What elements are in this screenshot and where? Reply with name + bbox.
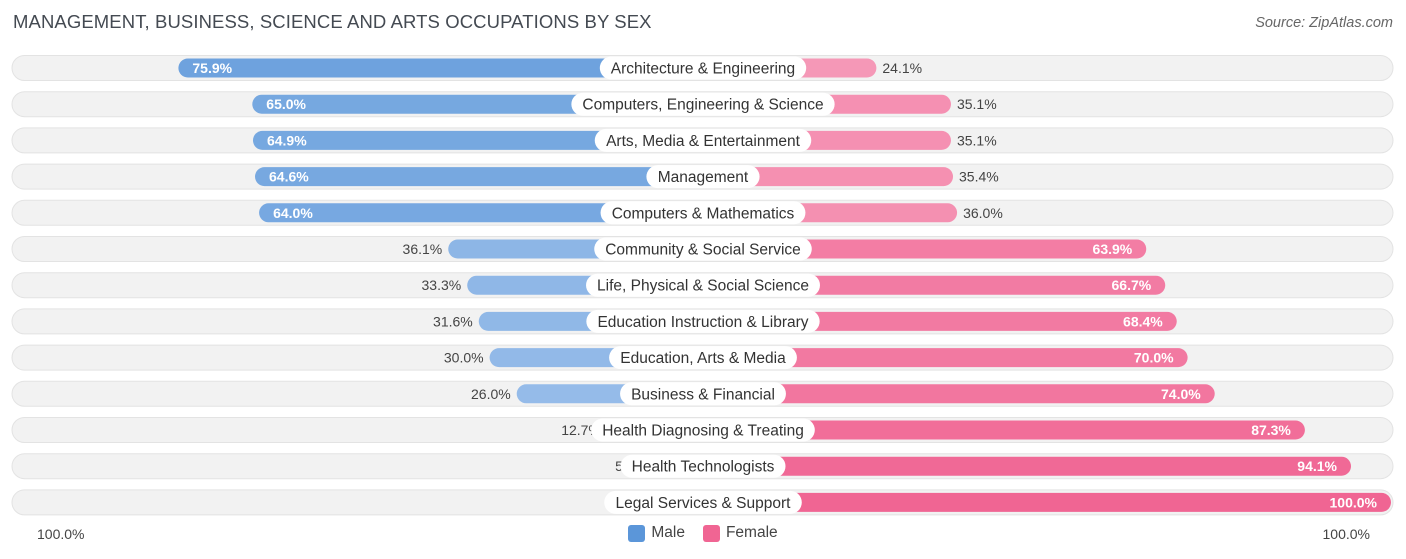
category-pill [591,418,815,442]
bar-female [703,311,1177,331]
bar-female [703,420,1305,440]
bar-male [255,167,703,187]
category-label: Business & Financial [631,386,775,403]
bar-female [703,348,1188,368]
category-label: Education Instruction & Library [597,314,808,331]
value-label-female: 36.0% [963,205,1003,221]
value-label-female: 68.4% [1123,313,1163,329]
category-row: 26.0% 74.0% Business & Financial [11,380,1394,407]
category-pill [586,309,820,333]
value-label-male: 36.1% [403,241,443,257]
category-pill [600,201,806,225]
category-label: Education, Arts & Media [620,350,786,367]
category-label: Architecture & Engineering [611,61,795,78]
value-label-male: 64.6% [269,169,309,185]
legend-label-female: Female [725,524,778,541]
chart-title: MANAGEMENT, BUSINESS, SCIENCE AND ARTS O… [13,11,652,32]
bar-male [178,58,703,78]
value-label-male: 65.0% [266,96,306,112]
chart-area: 75.9% 24.1% Architecture & Engineering 65.0… [11,55,1394,516]
category-row: 30.0% 70.0% Education, Arts & Media [11,344,1394,371]
category-row: 5.9%94.1%Health Technologists [11,453,1394,480]
category-row: 0.0%100.0%Legal Services & Support [11,489,1394,516]
category-pill [620,382,786,406]
category-row: 75.9% 24.1% Architecture & Engineering [11,55,1394,81]
category-pill [599,56,807,80]
category-pill [646,165,760,189]
category-label: Legal Services & Support [616,495,792,512]
value-label-female: 63.9% [1093,241,1133,257]
legend: Male Female [0,524,1406,542]
category-pill [571,92,835,116]
bar-male [259,203,703,223]
category-label: Health Technologists [632,459,775,476]
value-label-male: 75.9% [192,60,232,76]
value-label-female: 66.7% [1112,277,1152,293]
axis-left-label: 100.0% [37,526,85,542]
value-label-female: 100.0% [1330,494,1378,510]
bar-female [703,456,1351,476]
category-label: Community & Social Service [605,242,801,259]
category-label: Computers, Engineering & Science [582,97,823,114]
category-pill [604,490,802,514]
category-pill [609,346,797,370]
category-row: 36.1% 63.9% Community & Social Service [11,236,1394,262]
category-pill [594,237,812,261]
axis-right-label: 100.0% [1322,526,1370,542]
value-label-male: 30.0% [444,350,484,366]
source-label: Source: ZipAtlas.com [1255,15,1393,31]
category-pill [594,128,812,152]
bar-female [703,492,1391,512]
value-label-male: 33.3% [422,277,462,293]
value-label-female: 94.1% [1297,458,1337,474]
value-label-female: 35.4% [959,169,999,185]
category-row: 12.7% 87.3% Health Diagnosing & Treating [11,417,1394,443]
category-pill [586,273,820,297]
category-row: 64.0% 36.0% Computers & Mathematics [11,199,1394,226]
legend-item-male: Male [628,524,685,542]
value-label-male: 12.7% [561,422,601,438]
value-label-male: 26.0% [471,386,511,402]
value-label-female: 35.1% [957,96,997,112]
category-label: Health Diagnosing & Treating [602,423,804,440]
category-label: Life, Physical & Social Science [597,278,809,295]
category-label: Arts, Media & Entertainment [606,133,801,150]
bar-female [703,384,1215,404]
value-label-female: 87.3% [1251,422,1291,438]
category-label: Computers & Mathematics [612,205,795,222]
value-label-male: 64.0% [273,205,313,221]
category-label: Management [658,169,749,186]
value-label-female: 74.0% [1161,386,1201,402]
bar-male [252,130,703,150]
legend-swatch-female [702,524,720,542]
value-label-male: 31.6% [433,313,473,329]
category-row: 31.6% 68.4% Education Instruction & Librar… [11,308,1394,335]
bar-female [703,239,1147,259]
category-row: 64.6% 35.4% Management [11,163,1394,190]
bar-female [703,167,954,187]
category-row: 65.0% 35.1% Computers, Engineering & Scien… [11,91,1394,118]
legend-swatch-male [628,524,646,542]
category-pill [620,454,786,478]
category-row: 64.9% 35.1% Arts, Media & Entertainment [11,127,1394,154]
category-row: 33.3% 66.7% Life, Physical & Social Scienc… [11,272,1394,299]
value-label-female: 24.1% [882,60,922,76]
legend-item-female: Female [702,524,778,542]
value-label-male: 64.9% [267,132,307,148]
value-label-female: 35.1% [957,132,997,148]
legend-label-male: Male [651,524,685,541]
value-label-female: 70.0% [1134,350,1174,366]
